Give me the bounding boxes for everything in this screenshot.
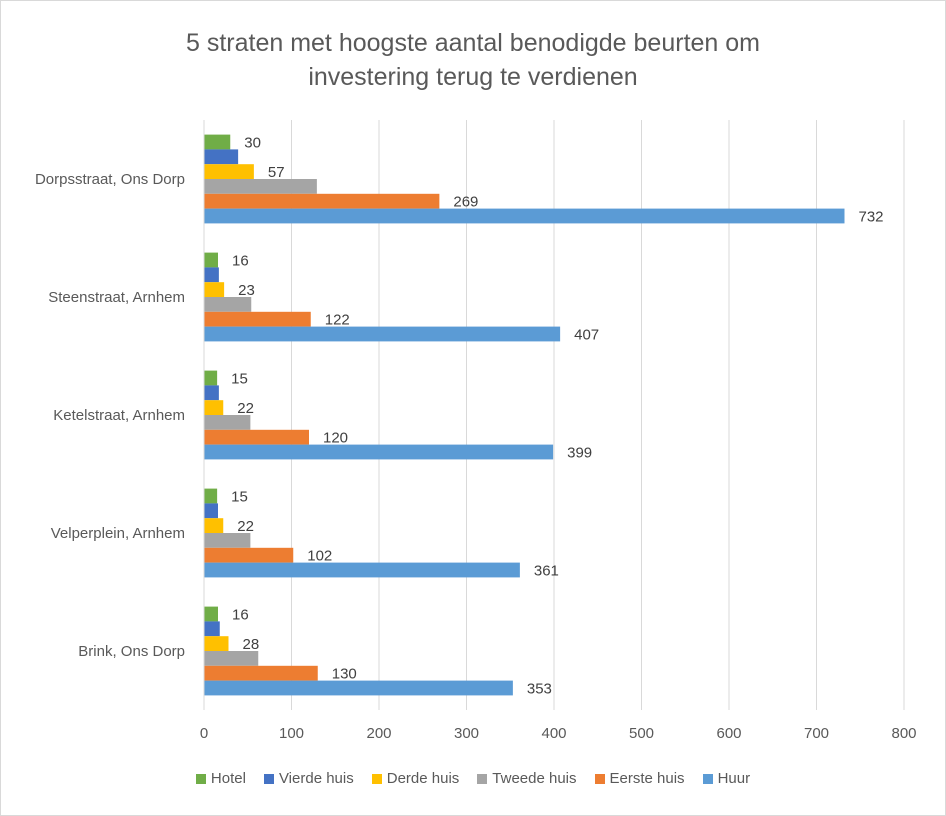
- legend: Hotel Vierde huis Derde huis Tweede huis Eer…: [0, 770, 946, 787]
- data-label: 353: [527, 681, 552, 698]
- bar: [204, 636, 229, 651]
- legend-item: Tweede huis: [477, 770, 577, 787]
- data-label: 399: [567, 445, 592, 462]
- bar: [204, 326, 561, 342]
- data-label: 130: [332, 666, 357, 683]
- x-tick-label: 600: [716, 725, 741, 742]
- chart-title-line-2: investering terug te verdienen: [308, 63, 638, 91]
- category-label: Velperplein, Arnhem: [51, 525, 185, 542]
- data-label: 15: [231, 371, 248, 388]
- legend-label: Tweede huis: [492, 770, 577, 787]
- data-label: 269: [453, 194, 478, 211]
- bar: [204, 562, 520, 578]
- legend-label: Eerste huis: [609, 770, 685, 787]
- bar: [204, 400, 224, 415]
- bar: [204, 267, 219, 283]
- data-label: 28: [243, 636, 260, 653]
- bar: [204, 547, 294, 563]
- legend-swatch: [594, 773, 605, 784]
- data-label: 15: [231, 489, 248, 506]
- bar: [204, 621, 220, 637]
- legend-item: Huur: [702, 770, 751, 787]
- legend-label: Huur: [717, 770, 751, 787]
- data-label: 22: [237, 400, 254, 417]
- legend-item: Vierde huis: [263, 770, 354, 787]
- data-label: 120: [323, 430, 348, 447]
- bar: [204, 429, 309, 445]
- bar: [204, 503, 218, 519]
- data-label: 732: [859, 209, 884, 226]
- legend-swatch: [371, 773, 382, 784]
- bar: [204, 164, 254, 179]
- bar: [204, 606, 218, 622]
- bar: [204, 415, 251, 430]
- category-label: Ketelstraat, Arnhem: [53, 407, 185, 424]
- chart-title-line-1: 5 straten met hoogste aantal benodigde b…: [185, 29, 760, 57]
- legend-label: Vierde huis: [278, 770, 354, 787]
- x-tick-label: 300: [454, 725, 479, 742]
- bar: [204, 370, 218, 386]
- data-label: 30: [244, 135, 261, 152]
- x-tick-label: 100: [279, 725, 304, 742]
- data-label: 22: [237, 518, 254, 535]
- bar: [204, 282, 225, 297]
- bar: [204, 651, 259, 666]
- legend-swatch: [263, 773, 274, 784]
- x-tick-label: 800: [891, 725, 916, 742]
- x-tick-label: 0: [200, 725, 208, 742]
- bar: [204, 252, 218, 268]
- bar: [204, 297, 252, 312]
- legend-swatch: [477, 773, 488, 784]
- bar: [204, 311, 311, 327]
- legend-swatch: [702, 773, 713, 784]
- legend-label: Derde huis: [386, 770, 460, 787]
- bar: [204, 518, 224, 533]
- data-label: 16: [232, 607, 249, 624]
- data-label: 23: [238, 282, 255, 299]
- x-tick-label: 400: [541, 725, 566, 742]
- category-label: Brink, Ons Dorp: [78, 643, 185, 660]
- bar: [204, 488, 218, 504]
- data-label: 407: [574, 327, 599, 344]
- x-tick-label: 700: [804, 725, 829, 742]
- bar: [204, 444, 554, 460]
- category-label: Steenstraat, Arnhem: [48, 289, 185, 306]
- category-label: Dorpsstraat, Ons Dorp: [35, 171, 185, 188]
- chart-title: 5 straten met hoogste aantal benodigde b…: [0, 26, 946, 94]
- bar: [204, 385, 219, 401]
- bar: [204, 149, 239, 165]
- data-label: 361: [534, 563, 559, 580]
- data-label: 16: [232, 253, 249, 270]
- bar: [204, 179, 317, 194]
- bar: [204, 533, 251, 548]
- bar: [204, 680, 513, 696]
- bar: [204, 134, 231, 150]
- legend-item: Derde huis: [371, 770, 460, 787]
- data-label: 57: [268, 164, 285, 181]
- legend-item: Eerste huis: [594, 770, 685, 787]
- data-label: 122: [325, 312, 350, 329]
- bar: [204, 665, 318, 681]
- legend-label: Hotel: [210, 770, 246, 787]
- x-tick-label: 200: [366, 725, 391, 742]
- legend-swatch: [195, 773, 206, 784]
- bar: [204, 193, 440, 209]
- legend-item: Hotel: [195, 770, 246, 787]
- bar: [204, 208, 845, 224]
- x-tick-label: 500: [629, 725, 654, 742]
- data-label: 102: [307, 548, 332, 565]
